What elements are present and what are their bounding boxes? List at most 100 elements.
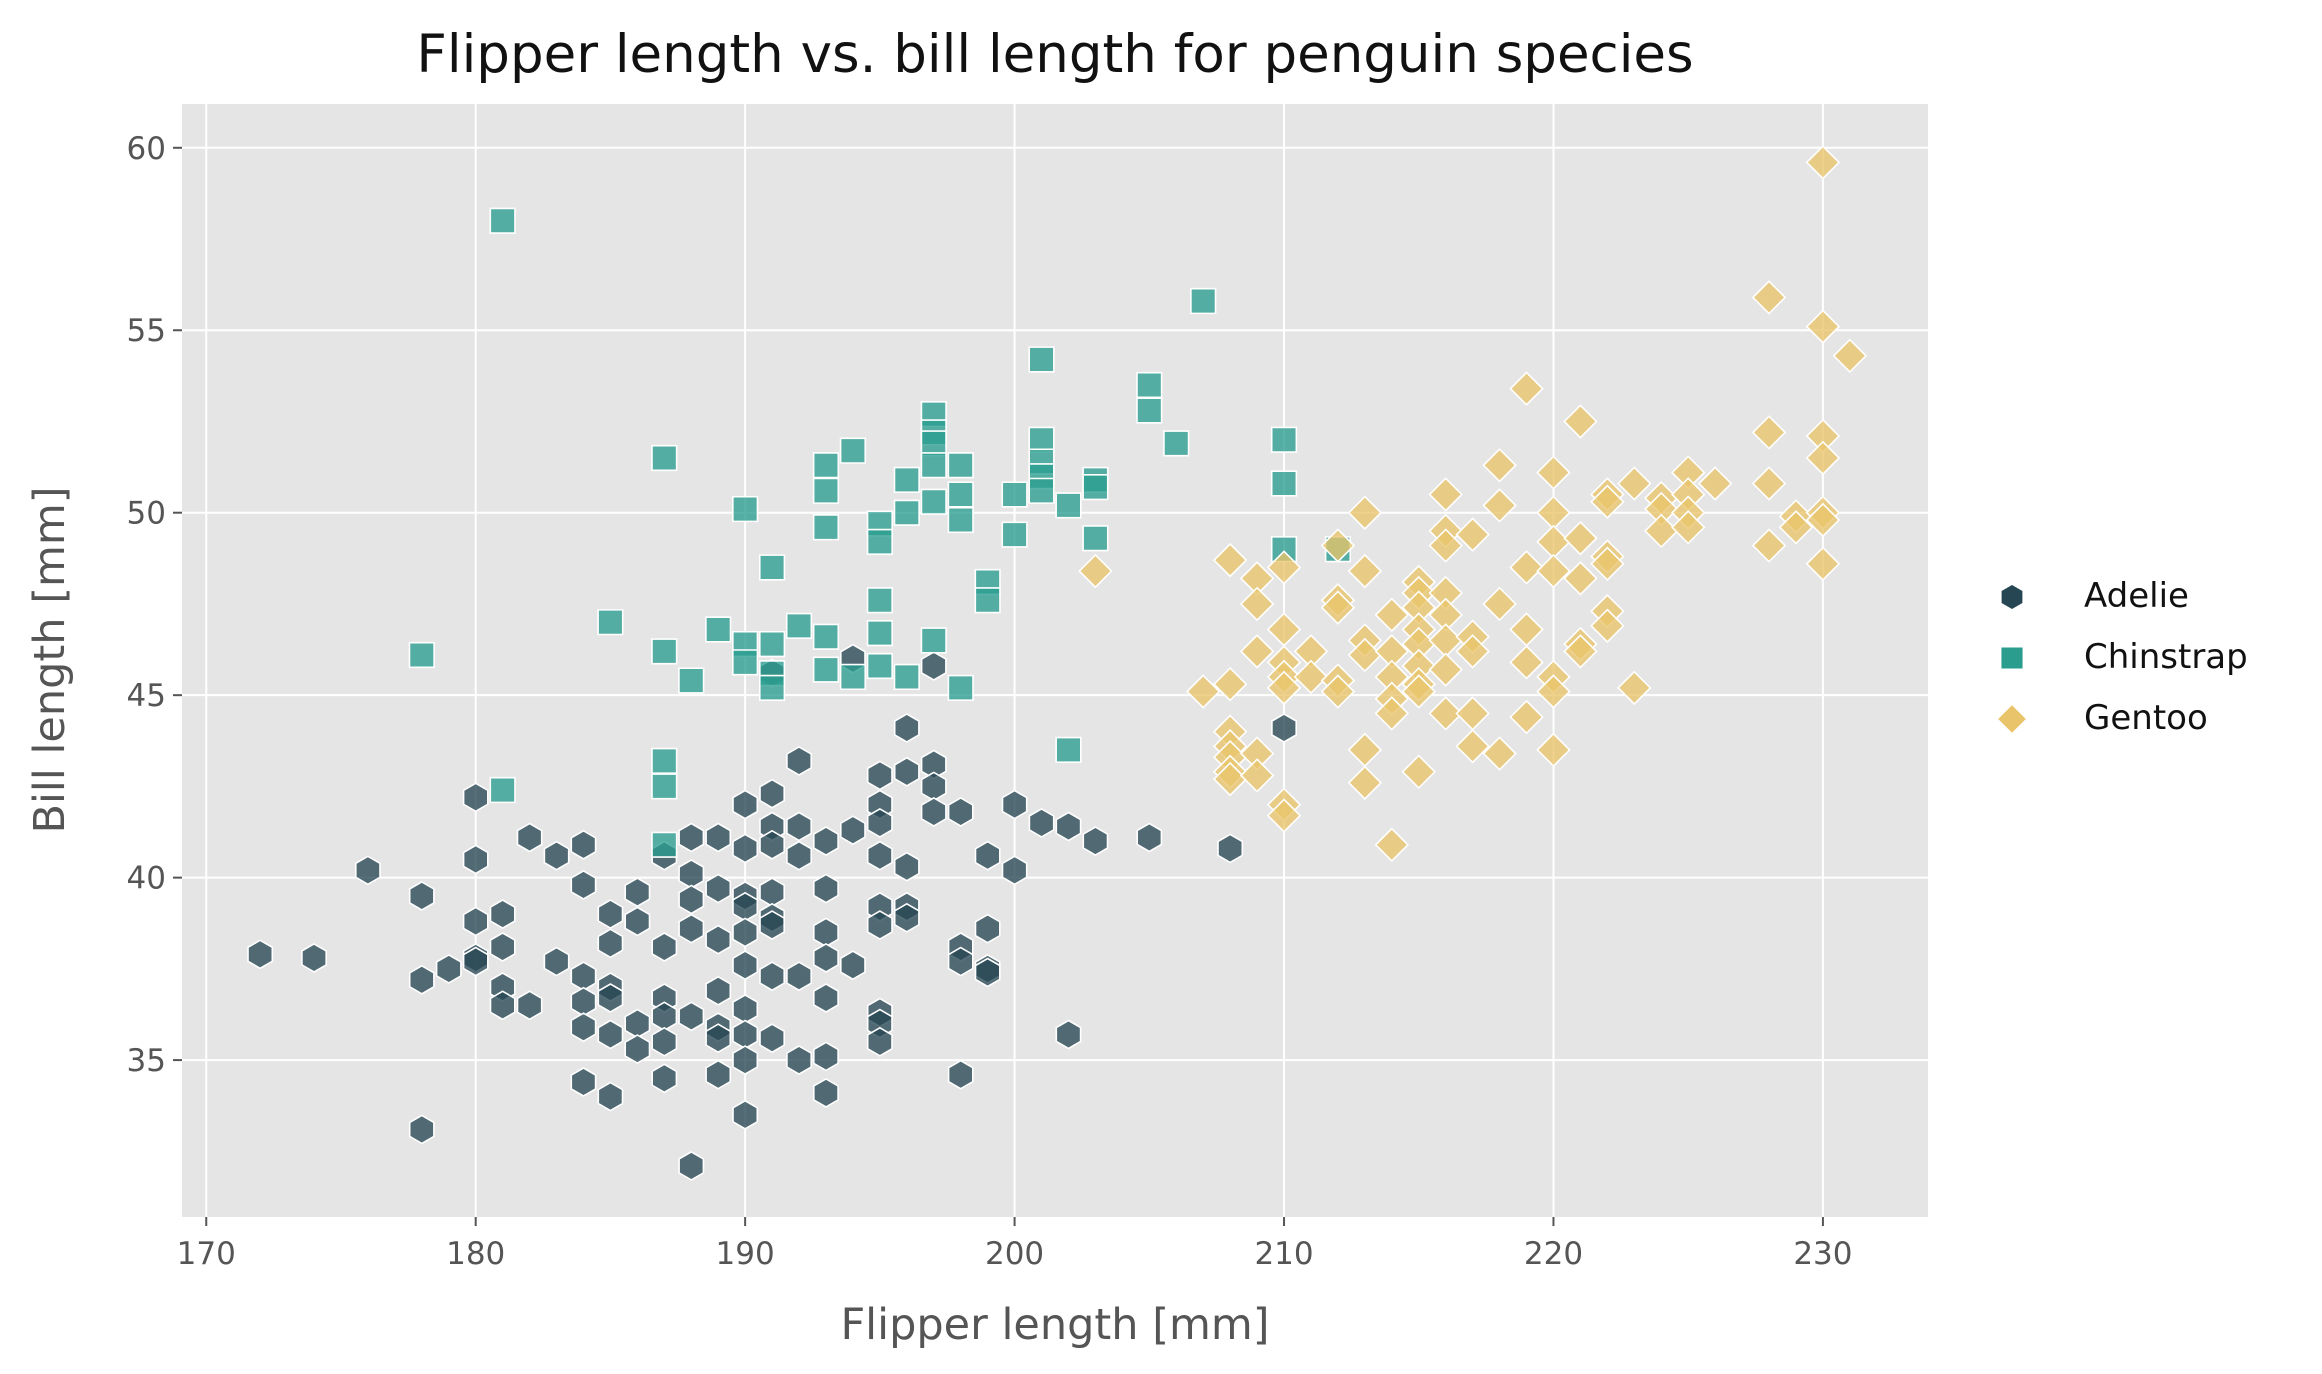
data-point-adelie bbox=[759, 829, 785, 860]
data-point-chinstrap bbox=[812, 477, 840, 504]
data-point-adelie bbox=[786, 840, 812, 871]
data-point-adelie bbox=[813, 983, 839, 1013]
data-point-gentoo bbox=[1293, 659, 1329, 695]
data-point-chinstrap bbox=[651, 638, 678, 665]
data-point-adelie bbox=[624, 906, 651, 937]
data-point-adelie bbox=[732, 950, 759, 981]
data-point-adelie bbox=[786, 961, 812, 992]
data-point-adelie bbox=[1001, 789, 1028, 820]
data-point-chinstrap bbox=[1270, 426, 1298, 453]
legend-label-chinstrap: Chinstrap bbox=[2084, 637, 2248, 677]
data-point-chinstrap bbox=[1270, 536, 1298, 563]
data-point-gentoo bbox=[1428, 696, 1463, 731]
data-point-chinstrap bbox=[812, 452, 840, 479]
data-point-adelie bbox=[570, 1012, 597, 1043]
data-point-adelie bbox=[840, 950, 866, 981]
data-point-adelie bbox=[570, 961, 597, 992]
data-point-adelie bbox=[1001, 855, 1028, 886]
data-point-chinstrap bbox=[732, 649, 759, 676]
data-point-gentoo bbox=[1751, 528, 1787, 563]
data-point-adelie bbox=[651, 932, 678, 962]
data-point-gentoo bbox=[1482, 586, 1517, 622]
data-point-chinstrap bbox=[651, 831, 678, 858]
data-point-chinstrap bbox=[489, 207, 516, 234]
data-point-chinstrap bbox=[920, 452, 947, 479]
legend-marker-adelie bbox=[2001, 585, 2023, 609]
data-point-gentoo bbox=[1374, 597, 1410, 633]
data-point-gentoo bbox=[1239, 758, 1275, 793]
data-point-adelie bbox=[355, 855, 381, 886]
data-point-adelie bbox=[732, 833, 759, 864]
data-point-gentoo bbox=[1563, 634, 1598, 669]
data-point-chinstrap bbox=[1028, 346, 1055, 373]
data-point-gentoo bbox=[1536, 674, 1571, 709]
data-point-chinstrap bbox=[839, 437, 867, 464]
y-tick-label: 40 bbox=[127, 861, 166, 897]
data-point-chinstrap bbox=[758, 554, 786, 581]
data-point-adelie bbox=[462, 946, 489, 977]
data-point-adelie bbox=[920, 651, 947, 681]
data-point-adelie bbox=[1082, 826, 1109, 857]
data-point-adelie bbox=[678, 913, 705, 944]
data-point-gentoo bbox=[1509, 550, 1544, 585]
data-point-chinstrap bbox=[866, 652, 893, 680]
x-tick-label: 170 bbox=[177, 1236, 236, 1272]
data-point-gentoo bbox=[1266, 550, 1302, 585]
y-tick-label: 45 bbox=[127, 678, 166, 714]
data-point-gentoo bbox=[1805, 502, 1841, 538]
data-point-adelie bbox=[301, 942, 327, 973]
data-point-gentoo bbox=[1320, 528, 1356, 563]
data-point-adelie bbox=[624, 1008, 651, 1039]
data-point-gentoo bbox=[1751, 466, 1787, 501]
data-point-gentoo bbox=[1347, 637, 1383, 673]
data-point-chinstrap bbox=[920, 488, 947, 515]
data-point-gentoo bbox=[1212, 761, 1248, 797]
data-point-chinstrap bbox=[1136, 371, 1163, 399]
data-point-adelie bbox=[435, 953, 462, 984]
data-point-gentoo bbox=[1778, 510, 1814, 545]
data-point-chinstrap bbox=[1028, 426, 1055, 453]
data-point-adelie bbox=[866, 807, 893, 838]
data-point-chinstrap bbox=[758, 630, 786, 658]
data-point-gentoo bbox=[1805, 440, 1841, 476]
data-point-gentoo bbox=[1320, 674, 1356, 709]
data-point-adelie bbox=[759, 778, 785, 809]
data-point-adelie bbox=[732, 994, 759, 1024]
data-point-adelie bbox=[489, 899, 516, 930]
data-point-gentoo bbox=[1805, 145, 1841, 180]
data-point-adelie bbox=[678, 822, 705, 853]
data-point-adelie bbox=[813, 873, 839, 904]
data-point-chinstrap bbox=[1055, 736, 1082, 764]
data-point-chinstrap bbox=[489, 776, 516, 804]
data-point-adelie bbox=[974, 957, 1001, 988]
data-point-adelie bbox=[732, 917, 759, 948]
data-point-adelie bbox=[732, 1099, 759, 1130]
data-point-gentoo bbox=[1482, 736, 1517, 771]
data-point-adelie bbox=[570, 1067, 597, 1097]
data-point-chinstrap bbox=[1270, 470, 1298, 497]
x-tick-label: 230 bbox=[1793, 1236, 1852, 1272]
data-point-adelie bbox=[893, 713, 920, 743]
data-point-adelie bbox=[786, 1045, 812, 1076]
data-point-chinstrap bbox=[785, 612, 813, 639]
data-point-gentoo bbox=[1536, 732, 1571, 768]
data-point-chinstrap bbox=[866, 620, 893, 647]
data-point-chinstrap bbox=[866, 528, 893, 556]
data-point-adelie bbox=[759, 877, 785, 908]
data-point-adelie bbox=[732, 1019, 759, 1050]
data-point-adelie bbox=[570, 829, 597, 860]
data-point-chinstrap bbox=[947, 452, 974, 479]
data-point-adelie bbox=[462, 782, 489, 813]
data-point-gentoo bbox=[1617, 670, 1652, 706]
data-point-adelie bbox=[597, 1081, 624, 1112]
data-point-gentoo bbox=[1347, 495, 1383, 530]
data-point-adelie bbox=[732, 789, 759, 820]
data-point-gentoo bbox=[1509, 645, 1544, 680]
data-point-gentoo bbox=[1482, 488, 1517, 523]
data-point-adelie bbox=[786, 811, 812, 842]
data-point-adelie bbox=[813, 1041, 839, 1072]
data-point-adelie bbox=[840, 815, 866, 846]
data-point-adelie bbox=[462, 844, 489, 875]
x-tick-label: 180 bbox=[446, 1236, 505, 1272]
data-point-adelie bbox=[705, 822, 732, 853]
